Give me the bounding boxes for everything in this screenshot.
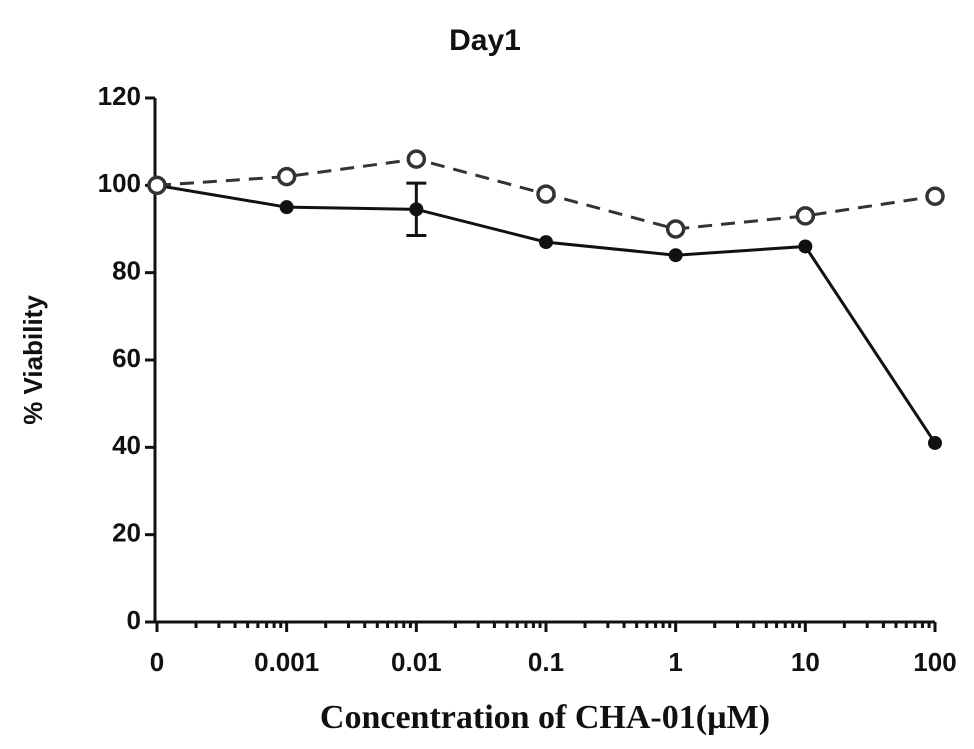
x-tick-label: 0.001 bbox=[254, 647, 319, 677]
y-tick-label: 80 bbox=[112, 256, 141, 286]
x-tick-label: 1 bbox=[668, 647, 682, 677]
y-tick-label: 0 bbox=[127, 605, 141, 635]
marker bbox=[539, 235, 553, 250]
marker bbox=[406, 149, 427, 169]
x-tick-label: 0.01 bbox=[391, 647, 442, 677]
marker bbox=[668, 248, 683, 263]
x-tick-label: 100 bbox=[913, 647, 956, 677]
marker bbox=[925, 186, 945, 206]
y-axis-label: % Viability bbox=[18, 295, 48, 425]
marker bbox=[279, 200, 294, 215]
x-tick-label: 0 bbox=[150, 647, 164, 677]
marker bbox=[665, 219, 686, 239]
x-tick-label: 0.1 bbox=[528, 647, 564, 677]
marker bbox=[276, 166, 297, 187]
marker bbox=[409, 202, 424, 217]
series-line bbox=[156, 183, 937, 444]
y-tick-label: 120 bbox=[98, 81, 141, 111]
y-tick-label: 60 bbox=[112, 343, 141, 373]
marker bbox=[928, 435, 942, 450]
x-tick-label: 10 bbox=[791, 647, 820, 677]
marker bbox=[147, 175, 167, 196]
y-tick-label: 100 bbox=[98, 168, 141, 198]
chart-title: Day1 bbox=[449, 24, 521, 57]
marker bbox=[798, 239, 813, 254]
marker bbox=[795, 206, 816, 226]
x-axis-label: Concentration of CHA-01(µM) bbox=[320, 699, 770, 736]
y-tick-label: 40 bbox=[112, 430, 141, 460]
marker bbox=[536, 184, 556, 204]
y-tick-label: 20 bbox=[112, 518, 141, 548]
